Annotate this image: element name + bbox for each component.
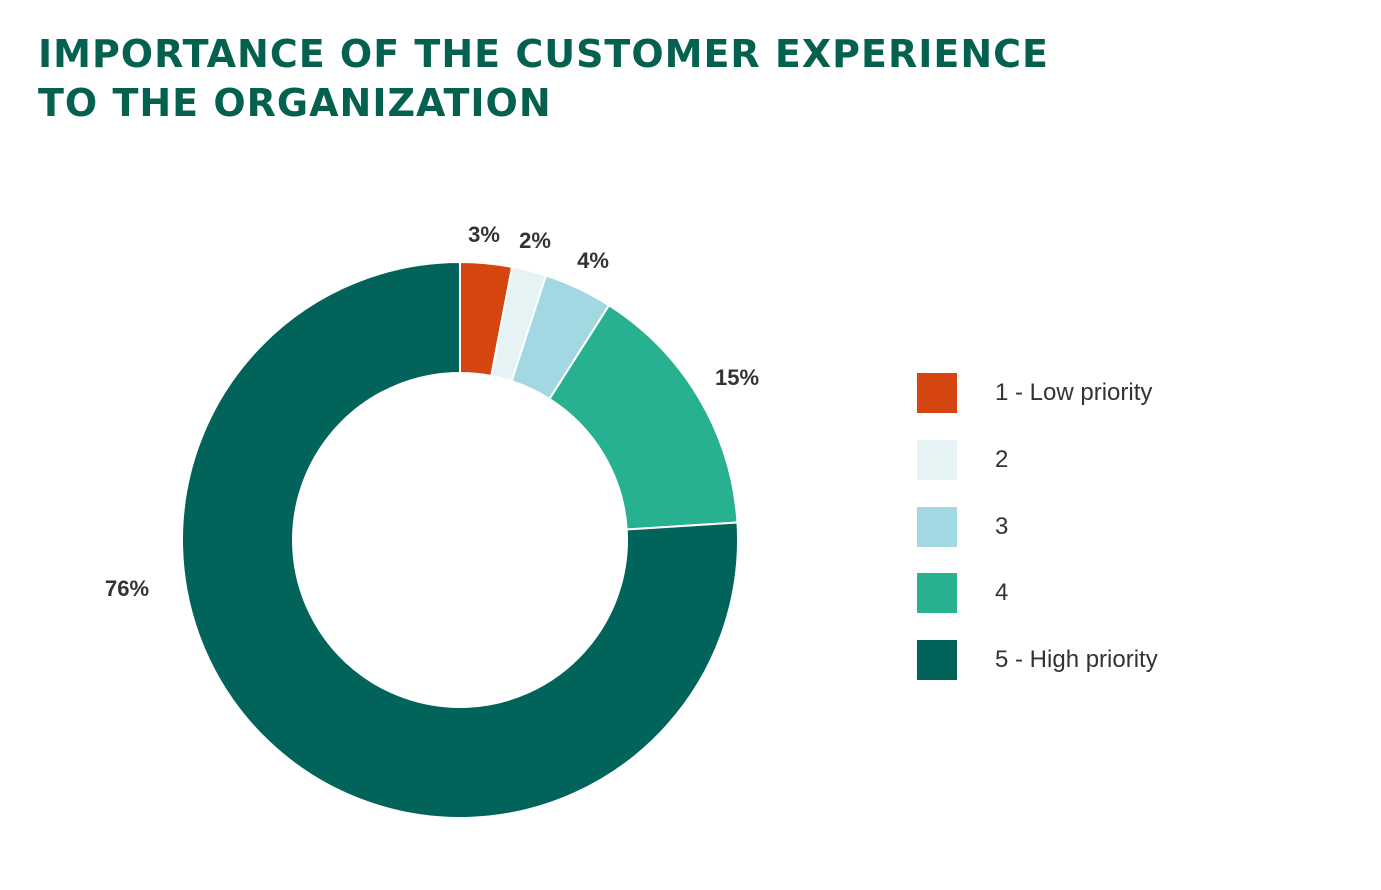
legend-item-1: 1 - Low priority xyxy=(917,373,1152,413)
legend-item-5: 5 - High priority xyxy=(917,640,1158,681)
legend-swatch xyxy=(917,439,957,480)
data-label-5: 76% xyxy=(105,576,149,601)
chart-title-line-1: IMPORTANCE OF THE CUSTOMER EXPERIENCE xyxy=(38,32,1049,76)
legend-swatch xyxy=(917,373,957,413)
data-label-1: 3% xyxy=(468,222,500,247)
legend-label: 3 xyxy=(995,512,1009,540)
legend-swatch xyxy=(917,640,957,681)
legend-label: 1 - Low priority xyxy=(995,379,1153,406)
legend-swatch xyxy=(917,573,957,614)
legend-label: 2 xyxy=(995,445,1009,473)
data-label-2: 2% xyxy=(519,228,551,253)
chart-title: IMPORTANCE OF THE CUSTOMER EXPERIENCE TO… xyxy=(38,30,1049,128)
legend-item-2: 2 xyxy=(917,439,1009,480)
legend-label: 5 - High priority xyxy=(995,646,1158,674)
data-label-3: 4% xyxy=(577,248,609,273)
donut-slice-5 xyxy=(181,260,739,819)
legend-swatch xyxy=(917,506,957,547)
legend-item-4: 4 xyxy=(917,573,1009,614)
legend-label: 4 xyxy=(995,579,1009,607)
data-label-4: 15% xyxy=(715,365,759,390)
legend-item-3: 3 xyxy=(917,506,1009,547)
chart-title-line-2: TO THE ORGANIZATION xyxy=(38,81,552,125)
